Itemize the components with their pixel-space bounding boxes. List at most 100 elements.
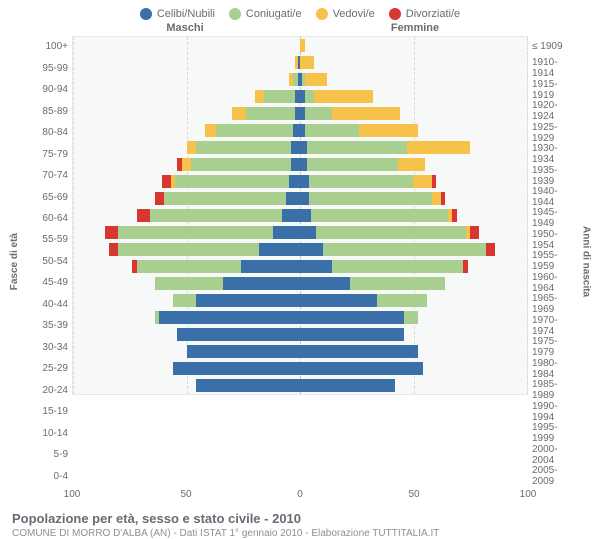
male-side [73,362,300,375]
bar-segment [307,158,398,171]
bar-segment [191,158,291,171]
legend-item: Coniugati/e [229,8,302,20]
bar-segment [264,90,296,103]
bar-segment [173,294,196,307]
bar-row [73,173,527,190]
bar-segment [463,260,468,273]
age-label: 65-69 [22,186,72,207]
bar-segment [259,243,300,256]
female-side [300,73,527,86]
birth-label: 1930-1934 [528,143,578,164]
male-side [73,345,300,358]
bar-segment [452,209,457,222]
plot-area [72,36,528,395]
age-label: 20-24 [22,380,72,401]
x-tick: 100 [64,489,81,500]
male-side [73,277,300,290]
bar-segment [232,107,246,120]
bar-segment [311,209,447,222]
bar-segment [175,175,289,188]
bar-segment [300,311,404,324]
female-side [300,243,527,256]
male-side [73,260,300,273]
female-side [300,277,527,290]
bar-segment [205,124,216,137]
footer: Popolazione per età, sesso e stato civil… [0,503,600,539]
bar-segment [323,243,486,256]
bar-segment [300,362,423,375]
x-tick: 50 [180,489,191,500]
male-side [73,141,300,154]
bar-segment [314,90,373,103]
legend-swatch [316,8,328,20]
female-side [300,124,527,137]
legend-item: Divorziati/e [389,8,460,20]
female-side [300,260,527,273]
bar-segment [300,243,323,256]
bar-row [73,37,527,54]
age-label: 45-49 [22,272,72,293]
bar-row [73,190,527,207]
bar-segment [350,277,445,290]
bar-segment [316,226,466,239]
bar-segment [196,141,291,154]
bar-segment [300,39,305,52]
bar-segment [177,328,300,341]
birth-label: 2005-2009 [528,465,578,486]
bar-segment [305,107,332,120]
y-axis-title-right: Anni di nascita [578,36,594,487]
male-side [73,124,300,137]
bar-row [73,71,527,88]
bar-segment [307,141,407,154]
bar-row [73,292,527,309]
age-labels: 100+95-9990-9485-8980-8475-7970-7465-696… [22,36,72,487]
bar-segment [196,294,300,307]
birth-label: 1980-1984 [528,358,578,379]
x-axis: 10050050100 [0,489,600,503]
header-male: Maschi [70,22,300,34]
bar-segment [300,192,309,205]
male-side [73,328,300,341]
bar-row [73,377,527,394]
bar-row [73,241,527,258]
bar-segment [332,107,400,120]
birth-year-labels: ≤ 19091910-19141915-19191920-19241925-19… [528,36,578,487]
bar-row [73,360,527,377]
male-side [73,39,300,52]
gridline [527,37,528,394]
bar-segment [182,158,191,171]
bar-segment [309,192,432,205]
female-side [300,226,527,239]
male-side [73,56,300,69]
male-side [73,294,300,307]
age-label: 5-9 [22,444,72,465]
male-side [73,158,300,171]
female-side [300,345,527,358]
bar-segment [305,124,359,137]
bar-segment [300,158,307,171]
bar-row [73,275,527,292]
bar-segment [300,209,311,222]
age-label: 30-34 [22,337,72,358]
bar-segment [300,294,377,307]
bar-row [73,54,527,71]
age-label: 85-89 [22,100,72,121]
bar-segment [305,90,314,103]
bar-row [73,122,527,139]
legend-item: Vedovi/e [316,8,375,20]
male-side [73,311,300,324]
female-side [300,141,527,154]
bar-row [73,326,527,343]
bar-segment [282,209,300,222]
birth-label: 1915-1919 [528,79,578,100]
birth-label: 1960-1964 [528,272,578,293]
bar-segment [413,175,431,188]
bar-segment [300,328,404,341]
age-label: 60-64 [22,208,72,229]
bar-row [73,258,527,275]
bar-segment [137,209,151,222]
bar-segment [300,345,418,358]
birth-label: 2000-2004 [528,444,578,465]
bar-segment [187,141,196,154]
bar-segment [305,73,328,86]
